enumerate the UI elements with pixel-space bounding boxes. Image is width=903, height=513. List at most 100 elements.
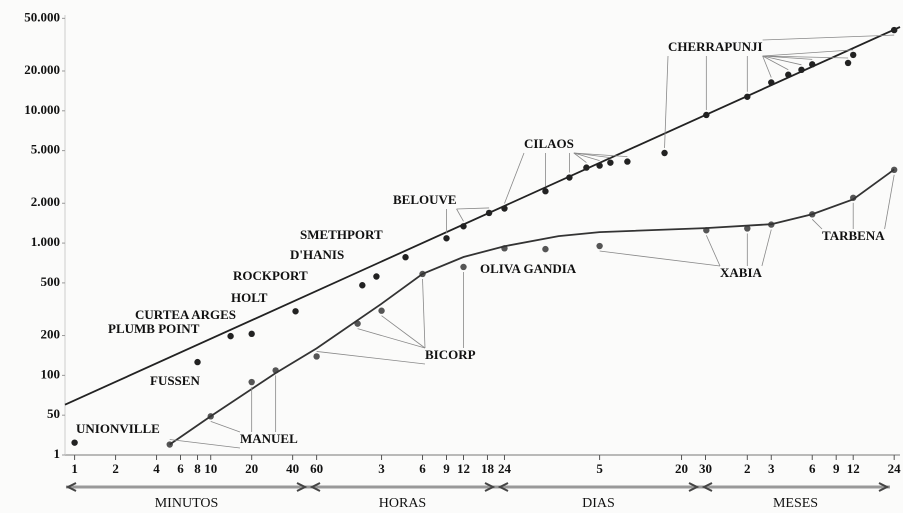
data-point [71, 439, 78, 446]
data-point [248, 378, 255, 386]
leader-line [762, 49, 854, 57]
x-tick-label: 40 [286, 461, 299, 476]
leader-line [762, 55, 802, 66]
annotation: BELOUVE [393, 192, 457, 207]
data-point [359, 282, 366, 289]
annotation: CHERRAPUNJI [668, 39, 763, 54]
leader-line [762, 55, 772, 78]
annotation: FUSSEN [150, 373, 200, 388]
leader-line [504, 152, 525, 204]
trend-line [64, 26, 901, 406]
period-label: HORAS [379, 496, 426, 511]
x-tick-label: 12 [457, 461, 470, 476]
leader-line [761, 229, 772, 267]
annotation: UNIONVILLE [76, 421, 160, 436]
x-tick-label: 20 [675, 461, 688, 476]
data-point [460, 263, 467, 271]
annotation: D'HANIS [290, 247, 344, 262]
leader-line [357, 328, 426, 349]
y-tick-label: 5.000 [31, 142, 60, 157]
leader-line [762, 34, 895, 41]
data-point [313, 353, 320, 360]
annotation: PLUMB POINT [108, 321, 200, 336]
x-tick-label: 3 [768, 461, 775, 476]
leader-line [573, 152, 600, 161]
y-tick-label: 2.000 [31, 194, 60, 209]
leader-line [169, 439, 241, 449]
x-tick-label: 24 [498, 461, 512, 476]
x-tick-label: 1 [71, 461, 78, 476]
leader-line [316, 351, 426, 365]
x-tick-label: 8 [194, 461, 201, 476]
leader-line [884, 174, 895, 230]
annotation: XABIA [720, 265, 763, 280]
x-tick-label: 6 [177, 461, 184, 476]
data-point [744, 225, 751, 232]
annotation: TARBENA [822, 228, 885, 243]
x-tick-label: 18 [481, 461, 495, 476]
data-point [661, 149, 668, 157]
data-point [542, 188, 549, 195]
period-arrow [701, 482, 890, 492]
data-point [596, 242, 603, 250]
leader-line [422, 278, 426, 349]
x-tick-label: 9 [443, 461, 450, 476]
y-tick-label: 200 [41, 327, 61, 342]
annotation: BICORP [425, 347, 476, 362]
leader-line [762, 55, 789, 71]
x-tick-label: 10 [204, 461, 217, 476]
leader-line [573, 152, 628, 158]
period-arrow [309, 482, 496, 492]
data-point [227, 332, 234, 340]
annotation: OLIVA GANDIA [480, 261, 577, 276]
leader-line [762, 55, 849, 59]
data-point [373, 273, 380, 280]
y-tick-label: 10.000 [24, 102, 60, 117]
x-tick-label: 12 [847, 461, 860, 476]
leader-line [811, 219, 823, 230]
x-tick-label: 6 [419, 461, 426, 476]
x-tick-label: 20 [245, 461, 258, 476]
leader-line [456, 207, 490, 210]
x-tick-label: 24 [888, 461, 902, 476]
y-tick-label: 1 [54, 446, 61, 461]
y-tick-label: 50 [47, 406, 60, 421]
leader-line [664, 55, 669, 149]
period-arrow [65, 482, 308, 492]
period-label: MESES [773, 496, 818, 511]
data-point [443, 235, 450, 242]
y-tick-label: 50.000 [24, 9, 60, 24]
x-tick-label: 2 [744, 461, 751, 476]
x-tick-label: 5 [596, 461, 603, 476]
data-point [402, 254, 409, 261]
period-label: DIAS [582, 496, 615, 511]
x-tick-label: 9 [833, 461, 840, 476]
period-arrow [497, 482, 700, 492]
leader-line [573, 152, 587, 163]
annotation: CILAOS [524, 136, 574, 151]
data-point [624, 158, 631, 165]
x-tick-label: 3 [378, 461, 385, 476]
leader-line [705, 235, 721, 267]
annotation: SMETHPORT [300, 227, 383, 242]
data-point [542, 245, 549, 253]
period-label: MINUTOS [155, 496, 219, 511]
x-tick-label: 30 [699, 461, 712, 476]
data-point [378, 307, 385, 314]
leader-line [599, 250, 721, 267]
data-point [248, 330, 255, 338]
data-point [844, 59, 852, 67]
data-point [194, 358, 201, 366]
data-point [850, 51, 857, 59]
trend-line [169, 168, 895, 446]
annotation: CURTEA ARGES [135, 307, 236, 322]
data-point [292, 308, 299, 315]
annotation: ROCKPORT [233, 268, 308, 283]
data-point [607, 159, 614, 166]
y-tick-label: 20.000 [24, 62, 60, 77]
x-tick-label: 2 [112, 461, 119, 476]
leader-line [381, 315, 426, 349]
y-tick-label: 100 [41, 366, 61, 381]
leader-line [210, 420, 241, 433]
